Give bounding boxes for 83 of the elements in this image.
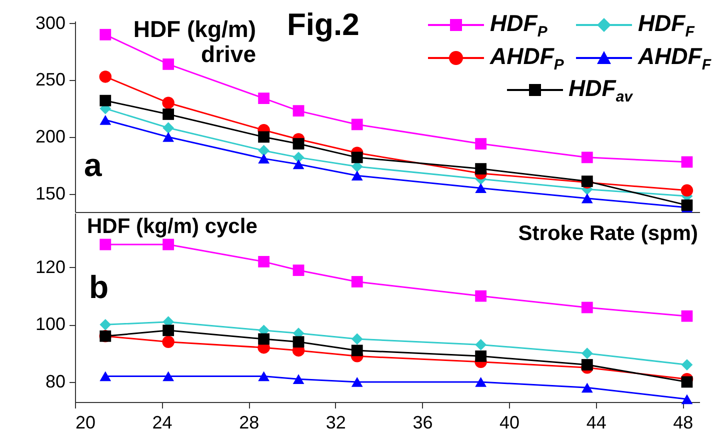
point (581, 302, 593, 314)
point (475, 183, 487, 194)
point (292, 152, 304, 164)
x-tick-label: 24 (152, 412, 172, 432)
annotation: b (89, 269, 109, 305)
point (581, 359, 593, 370)
point (581, 193, 593, 204)
legend-label: HDF$_{av}$ (568, 75, 632, 106)
point (351, 170, 363, 181)
point (292, 264, 304, 276)
point (258, 371, 270, 382)
point (162, 238, 174, 250)
point (100, 94, 112, 106)
y-tick-label: 150 (35, 183, 66, 204)
y-axis-title: HDF (kg/m) drive (133, 16, 256, 67)
point (258, 154, 270, 164)
x-axis-title: Stroke Rate (spm) (518, 222, 698, 245)
point (475, 377, 487, 387)
point (681, 199, 693, 211)
y-tick-label: 200 (35, 126, 66, 146)
point (258, 333, 270, 345)
y-tick-label: 100 (35, 314, 66, 334)
point (292, 105, 304, 117)
point (100, 114, 112, 125)
x-tick-label: 40 (500, 412, 520, 432)
point (581, 382, 593, 393)
x-tick-label: 20 (76, 412, 96, 432)
x-tick-label: 36 (412, 412, 433, 432)
point (581, 348, 593, 360)
y-tick-label: 250 (35, 70, 66, 90)
point (475, 350, 487, 362)
legend-label: HDF$_{F}$ (638, 10, 694, 41)
x-tick-label: 32 (326, 412, 346, 432)
y-tick-label: 300 (35, 12, 66, 33)
point (681, 376, 693, 388)
point (258, 256, 270, 268)
point (100, 238, 112, 250)
point (162, 336, 174, 348)
point (475, 339, 487, 350)
point (475, 138, 487, 150)
x-tick-label: 48 (673, 412, 694, 432)
x-tick-label: 44 (586, 412, 606, 432)
annotation: a (84, 147, 102, 183)
legend-label: AHDF$_{P}$ (490, 42, 564, 74)
point (292, 159, 304, 170)
y-axis-title: HDF (kg/m) cycle (87, 215, 258, 238)
point (351, 377, 363, 387)
legend-label: AHDF$_{F}$ (638, 42, 711, 74)
point (100, 371, 112, 382)
point (258, 131, 270, 143)
point (162, 132, 174, 142)
point (351, 344, 363, 356)
point (292, 374, 304, 384)
point (351, 118, 363, 130)
point (100, 318, 112, 330)
point (681, 156, 693, 168)
y-tick-label: 80 (45, 371, 66, 392)
point (681, 359, 693, 370)
point (475, 290, 487, 302)
point (162, 96, 174, 109)
point (162, 122, 174, 134)
point (162, 58, 174, 70)
point (581, 152, 593, 164)
point (292, 138, 304, 150)
point (351, 152, 363, 164)
point (162, 108, 174, 120)
point (258, 144, 270, 156)
y-tick-label: 120 (35, 256, 66, 277)
legend-label: HDF$_{P}$ (490, 10, 548, 41)
point (258, 92, 270, 104)
point (100, 28, 112, 40)
point (162, 371, 174, 382)
point (681, 310, 693, 322)
point (292, 336, 304, 348)
x-tick-label: 28 (239, 412, 260, 432)
point (681, 394, 693, 404)
chart-title: Fig.2 (287, 7, 360, 42)
point (475, 163, 487, 174)
point (99, 70, 112, 83)
point (162, 324, 174, 336)
point (680, 184, 694, 197)
point (351, 276, 363, 288)
point (351, 333, 363, 345)
